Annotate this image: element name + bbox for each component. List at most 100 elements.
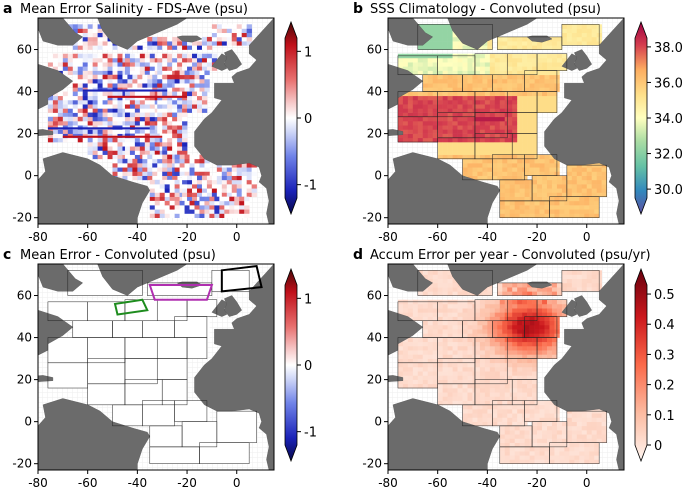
data-cell [407,129,414,134]
data-cell [532,383,538,389]
data-cell [72,383,79,389]
data-cell [509,192,515,197]
region-box [67,270,143,296]
data-cell [452,354,458,359]
data-cell [199,213,205,218]
data-cell [152,163,158,168]
data-cell [97,375,103,380]
data-cell [147,291,153,296]
data-cell [134,367,141,372]
data-cell [194,413,200,418]
data-cell [117,142,123,147]
data-cell [477,329,483,334]
data-cell [397,99,404,105]
data-cell [427,375,434,380]
data-cell [522,383,528,389]
data-cell [492,413,498,418]
data-cell [556,175,563,181]
data-cell [576,278,583,284]
data-cell [499,104,506,109]
data-cell [571,171,578,176]
data-cell [407,91,414,97]
data-cell [549,213,555,218]
data-cell [77,379,84,385]
data-cell [467,324,473,330]
data-cell [479,312,486,317]
data-cell [154,446,161,452]
data-cell [102,142,108,147]
data-cell [182,350,188,355]
data-cell [489,379,496,385]
y-tick-label: 60 [367,43,382,57]
data-cell [194,455,200,460]
data-cell [82,57,88,63]
data-cell [67,53,74,59]
data-cell [251,438,257,443]
data-cell [539,154,545,160]
data-cell [236,175,243,181]
data-cell [457,367,463,372]
data-cell [437,99,443,105]
data-cell [576,192,583,197]
data-cell [172,108,178,113]
data-cell [144,362,151,368]
data-cell [494,66,501,71]
data-cell [92,24,98,29]
data-cell [102,320,108,326]
data-cell [581,171,588,176]
data-cell [144,95,151,101]
data-cell [231,413,238,418]
data-cell [47,116,54,122]
data-cell [517,146,523,151]
data-cell [134,66,141,71]
data-cell [122,417,128,422]
data-cell [534,87,540,92]
data-cell [167,163,173,168]
data-cell [467,66,473,71]
data-cell [457,329,463,334]
data-cell [487,421,493,427]
data-cell [474,303,481,309]
data-cell [92,388,98,393]
data-cell [512,163,518,168]
data-cell [107,291,113,296]
data-cell [221,417,228,422]
data-cell [57,95,64,101]
data-cell [162,358,168,364]
data-cell [112,354,118,359]
data-cell [167,146,173,151]
data-cell [507,371,513,376]
data-cell [117,62,123,67]
data-cell [447,324,453,330]
data-cell [124,354,131,359]
data-cell [527,121,533,126]
map-area-d [388,264,624,470]
data-cell [187,66,193,71]
data-cell [72,329,79,334]
data-cell [67,345,74,351]
data-cell [462,392,468,397]
data-cell [492,417,498,422]
data-cell [581,270,588,275]
data-cell [522,95,528,101]
data-cell [447,345,453,351]
data-cell [132,41,138,46]
data-cell [179,171,185,176]
data-cell [117,392,123,397]
data-cell [507,87,513,92]
data-cell [154,438,161,443]
data-cell [211,53,218,59]
data-cell [452,137,458,143]
data-cell [112,66,118,71]
data-cell [144,129,151,134]
data-cell [57,129,64,134]
data-cell [129,350,136,355]
data-cell [169,438,175,443]
data-cell [566,171,573,176]
data-cell [216,417,223,422]
data-cell [201,434,208,439]
data-cell [62,116,69,122]
data-cell [97,350,103,355]
data-cell [149,99,156,105]
data-cell [154,430,161,435]
